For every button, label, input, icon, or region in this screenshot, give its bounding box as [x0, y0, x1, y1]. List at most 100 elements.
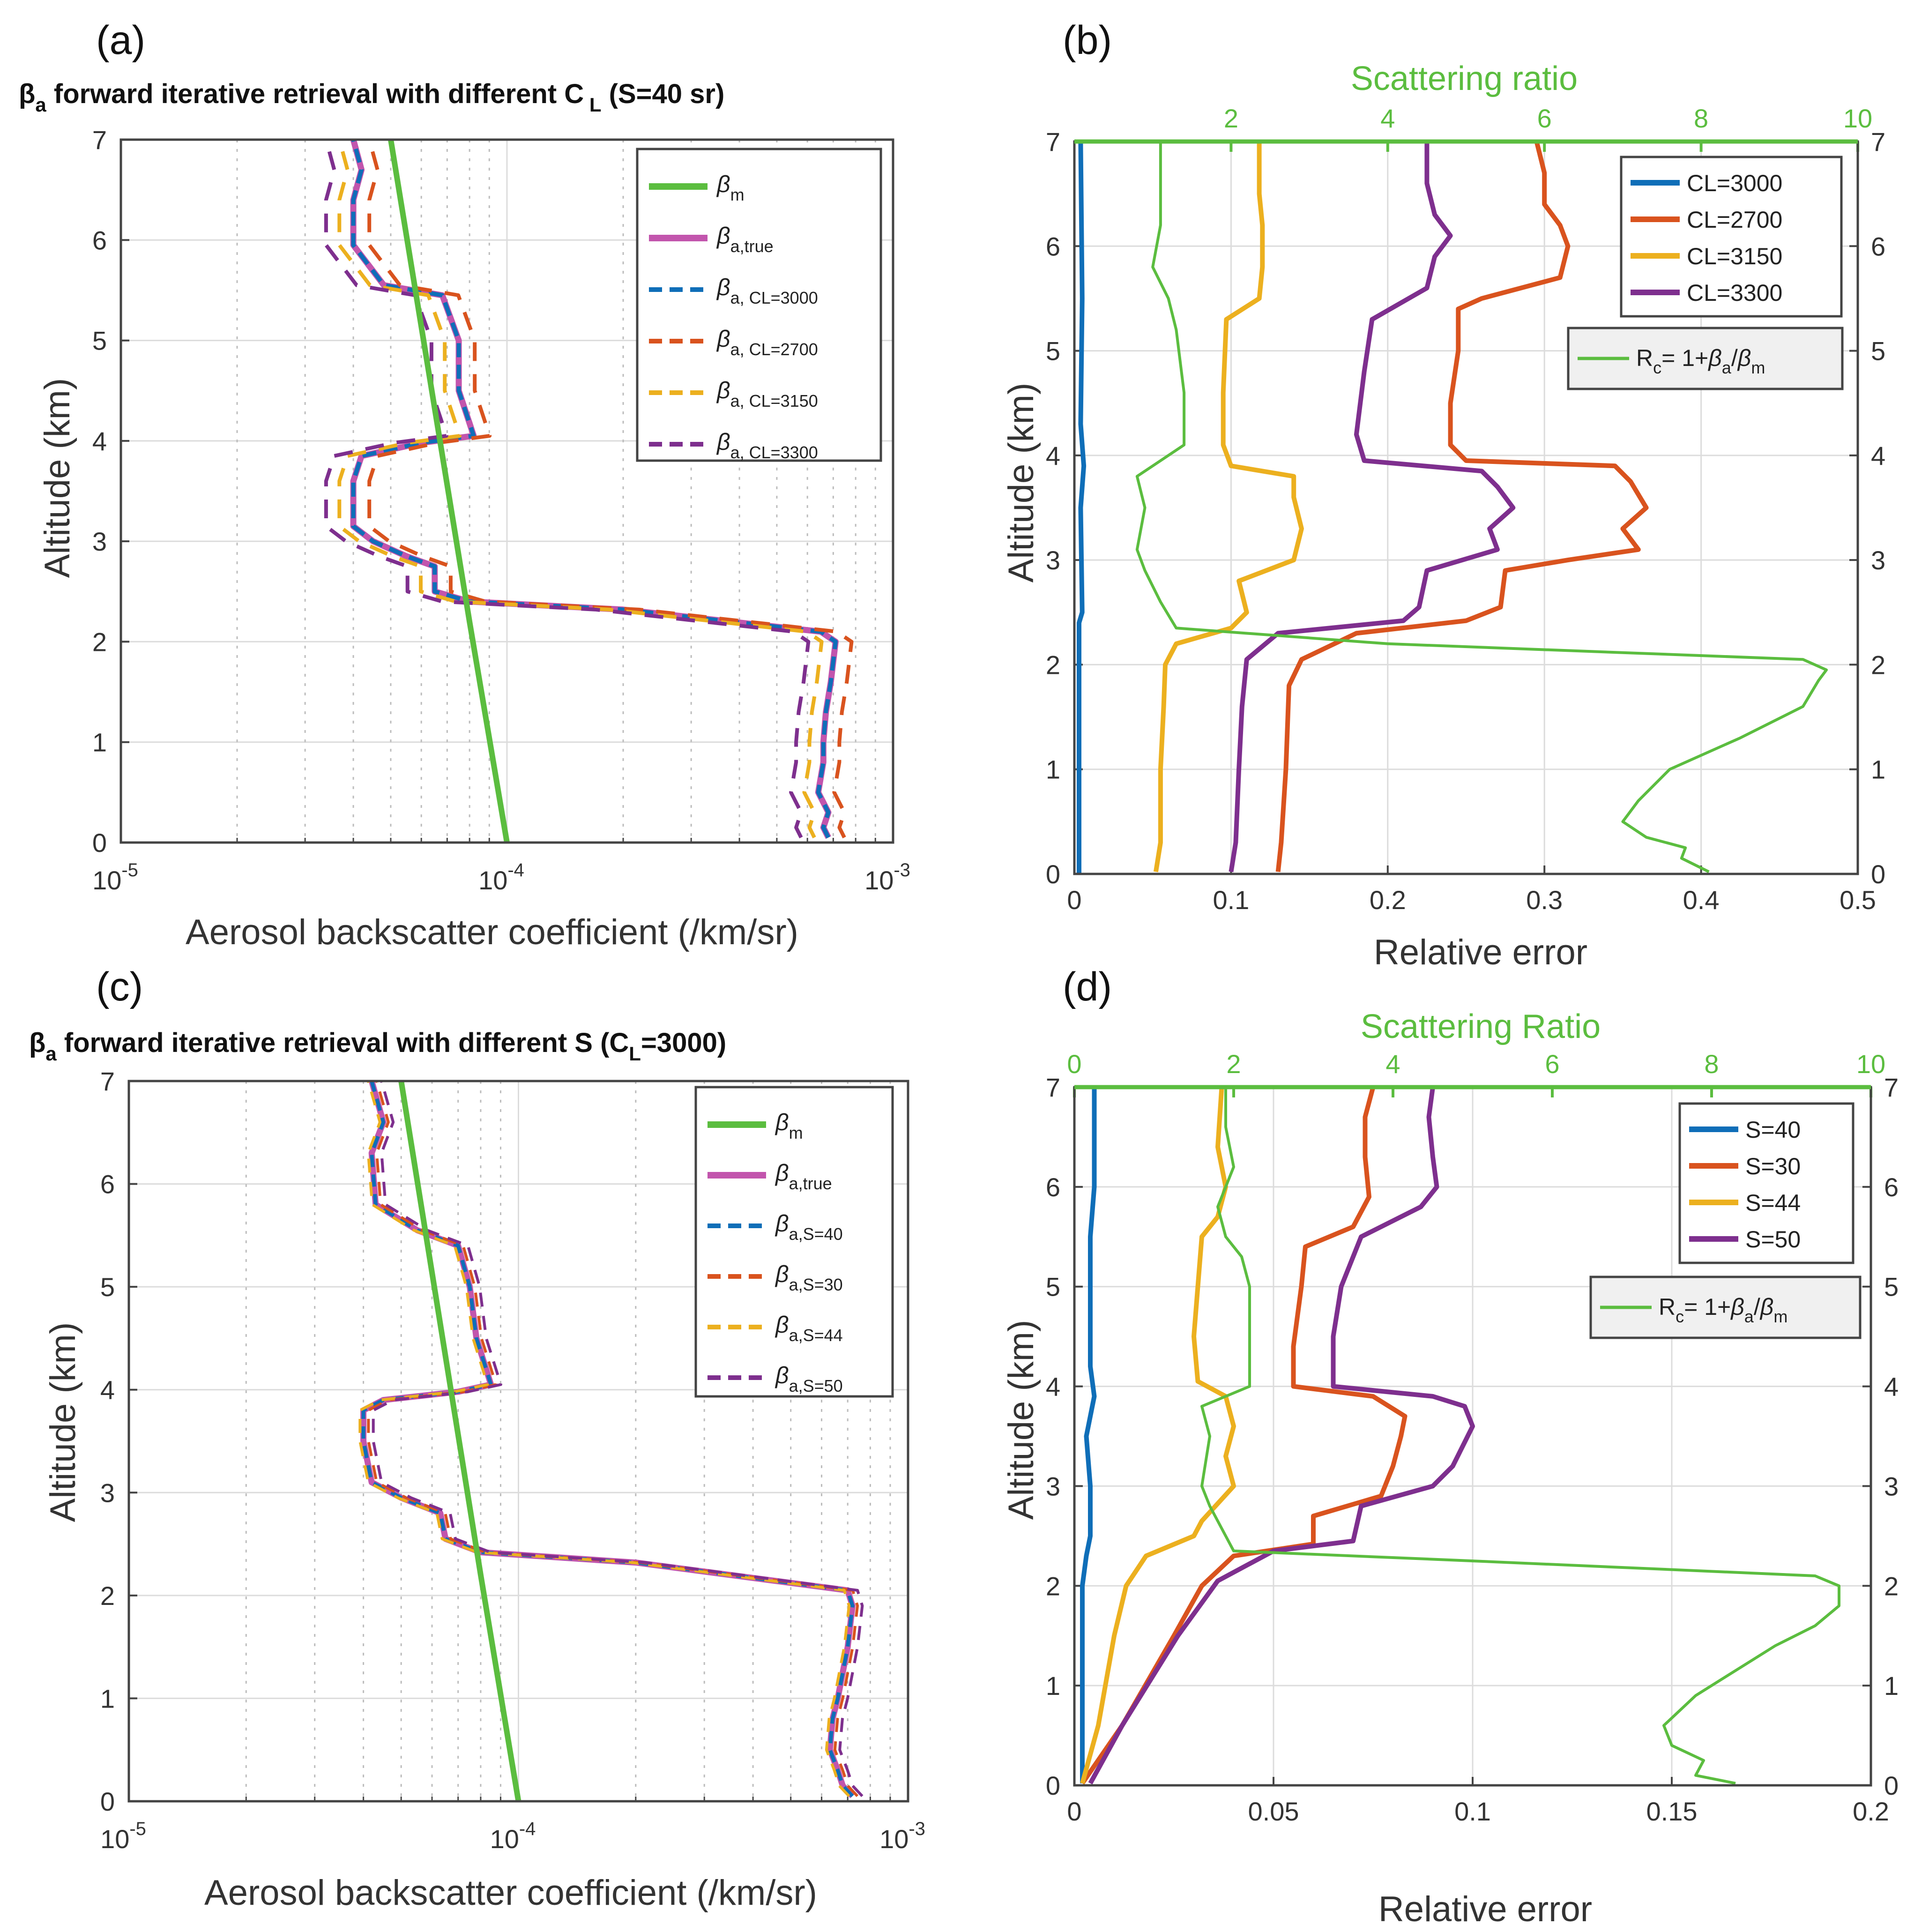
panel-a-legend-label: βa, CL=3300	[716, 429, 818, 462]
panel-d-top-tick-label: 10	[1856, 1049, 1885, 1079]
panel-b-ticks: 0 01 12 23 34 45 56 67 70 0.1 0.2 0.3 0.4 0.52 4 6 8 10	[1046, 104, 1885, 915]
panel-a-legend-base: β	[716, 274, 730, 300]
panel-c-xtick-label: 10-5	[100, 1819, 146, 1854]
panel-a-xlabel: Aerosol backscatter coefficient (/km/sr)	[186, 912, 798, 952]
panel-b-legend-label: CL=2700	[1687, 207, 1782, 233]
panel-d-legend2-label: Rc= 1+βa/βm	[1659, 1294, 1787, 1326]
panel-d-ytick-label-right: 0	[1884, 1771, 1899, 1800]
panel-b-xtick-label: 0	[1067, 885, 1081, 915]
panel-d-legend2-part: c	[1676, 1307, 1684, 1326]
panel-d-legend2-part: /	[1754, 1294, 1760, 1320]
panel-c-legend-base: β	[775, 1261, 789, 1287]
panel-a-legend-label: βa, CL=3150	[716, 377, 818, 410]
panel-c-ytick-label: 6	[100, 1170, 115, 1199]
panel-c-legend-sub: a,true	[789, 1174, 832, 1193]
panel-a-ytick-label: 0	[92, 828, 107, 858]
panel-d-series-green	[1200, 1087, 1840, 1785]
panel-c-title-end: =3000)	[641, 1028, 726, 1058]
panel-a-xtick-exp: -4	[507, 860, 524, 880]
panel-c-legend-label: βa,S=50	[775, 1362, 843, 1395]
panel-d-ytick-label-right: 6	[1884, 1172, 1899, 1202]
panel-a-legend-sub: m	[730, 185, 745, 204]
panel-d-xtick-label: 0.2	[1853, 1797, 1889, 1826]
panel-d-legend-label: S=44	[1745, 1190, 1801, 1216]
panel-c-legend-sub: m	[789, 1123, 803, 1142]
panel-d-letter: (d)	[1063, 964, 1112, 1009]
panel-d-ytick-label-right: 7	[1884, 1073, 1899, 1102]
panel-c-legend-base: β	[775, 1362, 789, 1388]
panel-c-legend-base: β	[775, 1160, 789, 1186]
panel-d-top-tick-label: 2	[1226, 1049, 1241, 1079]
panel-d-top-tick-label: 6	[1545, 1049, 1559, 1079]
panel-a-letter: (a)	[96, 18, 145, 63]
panel-b-ytick-label-right: 3	[1871, 545, 1885, 575]
panel-c-title: βa forward iterative retrieval with diff…	[29, 1028, 726, 1065]
panel-c-xtick-base: 10	[879, 1824, 909, 1854]
panel-a-title-end: (S=40 sr)	[602, 79, 725, 109]
panel-d-xtick-label: 0.05	[1248, 1797, 1299, 1826]
panel-b-legend2-part: β	[1737, 345, 1751, 371]
panel-d-legend2-part: R	[1659, 1294, 1676, 1320]
panel-b-legend2-part: = 1+	[1661, 345, 1708, 371]
panel-c-xlabel: Aerosol backscatter coefficient (/km/sr)	[204, 1873, 817, 1913]
panel-d-legend-label: S=50	[1745, 1226, 1801, 1253]
panel-d-series-blue	[1080, 1087, 1097, 1783]
panel-a-legend-label: βm	[716, 171, 745, 204]
panel-d-ytick-label: 2	[1046, 1571, 1060, 1601]
panel-b-ytick-label-right: 4	[1871, 441, 1885, 470]
panel-b-series-red	[1275, 141, 1649, 873]
panel-a-ytick-label: 1	[92, 728, 107, 757]
panel-b-ytick-label-right: 6	[1871, 231, 1885, 261]
panel-d-top-xlabel: Scattering Ratio	[1361, 1008, 1601, 1045]
panel-c-series-green	[398, 1081, 521, 1802]
panel-d-top-tick-label: 0	[1067, 1049, 1081, 1079]
panel-a-legend-label: βa, CL=3000	[716, 274, 818, 307]
panel-b-legend2-part: c	[1653, 358, 1661, 377]
panel-a-title-sub-a: a	[35, 94, 46, 116]
panel-c-ytick-label: 3	[100, 1478, 115, 1507]
panel-a-legend-sub: a, CL=3150	[730, 391, 818, 410]
panel-a-ytick-label: 7	[92, 125, 107, 155]
panel-a-xtick-label: 10-4	[478, 860, 524, 895]
panel-b-top-xlabel: Scattering ratio	[1351, 60, 1578, 97]
panel-b-ytick-label-right: 0	[1871, 859, 1885, 889]
panel-b-xtick-label: 0.1	[1213, 885, 1249, 915]
panel-a-title-mid: forward iterative retrieval with differe…	[46, 79, 584, 109]
panel-a-legend-sub: a, CL=3300	[730, 443, 818, 462]
panel-b-series	[1077, 141, 1828, 874]
panel-b-series-green	[1135, 142, 1828, 873]
panel-d-series-purple	[1088, 1087, 1475, 1785]
panel-b-ytick-label: 6	[1046, 231, 1060, 261]
panel-c-legend-label: βa,S=40	[775, 1210, 843, 1244]
panel-a-title-beta: β	[19, 79, 35, 109]
panel-a-axes-box	[119, 138, 894, 844]
panel-d-xtick-label: 0.15	[1646, 1797, 1698, 1826]
panel-c-title-sub-l: L	[629, 1043, 641, 1065]
panel-d-legend2-part: = 1+	[1684, 1294, 1731, 1320]
panel-a-xtick-base: 10	[92, 865, 121, 895]
panel-d-legend2-part: β	[1730, 1294, 1744, 1320]
panel-a-xtick-exp: -3	[894, 860, 910, 880]
panel-a-ytick-label: 2	[92, 627, 107, 656]
panel-b-ytick-label: 0	[1046, 859, 1060, 889]
panel-c-xtick-label: 10-4	[490, 1819, 536, 1854]
panel-c-legend-label: βa,true	[775, 1160, 832, 1193]
panel-b-letter: (b)	[1063, 18, 1112, 63]
panel-d-legend2-part: a	[1744, 1307, 1754, 1326]
panel-c-legend-box	[694, 1086, 894, 1398]
panel-c-series-purple	[372, 1081, 864, 1798]
panel-b-xtick-label: 0.2	[1370, 885, 1406, 915]
panel-d-ytick-label-right: 4	[1884, 1372, 1899, 1402]
panel-c: (c) βa forward iterative retrieval with …	[29, 964, 925, 1913]
panel-c-ytick-label: 7	[100, 1067, 115, 1096]
panel-b-legend2-part: R	[1636, 345, 1653, 371]
panel-c-ylabel: Altitude (km)	[43, 1322, 83, 1522]
panel-b: (b) Scattering ratio Altitude (km) Relat…	[1001, 18, 1885, 972]
panel-b-ytick-label: 1	[1046, 755, 1060, 784]
panel-c-legend-sub: a,S=50	[789, 1376, 843, 1395]
panel-b-ytick-label: 2	[1046, 650, 1060, 679]
panel-c-xtick-exp: -3	[909, 1819, 925, 1839]
panel-a-title-sub-l: L	[584, 94, 601, 116]
